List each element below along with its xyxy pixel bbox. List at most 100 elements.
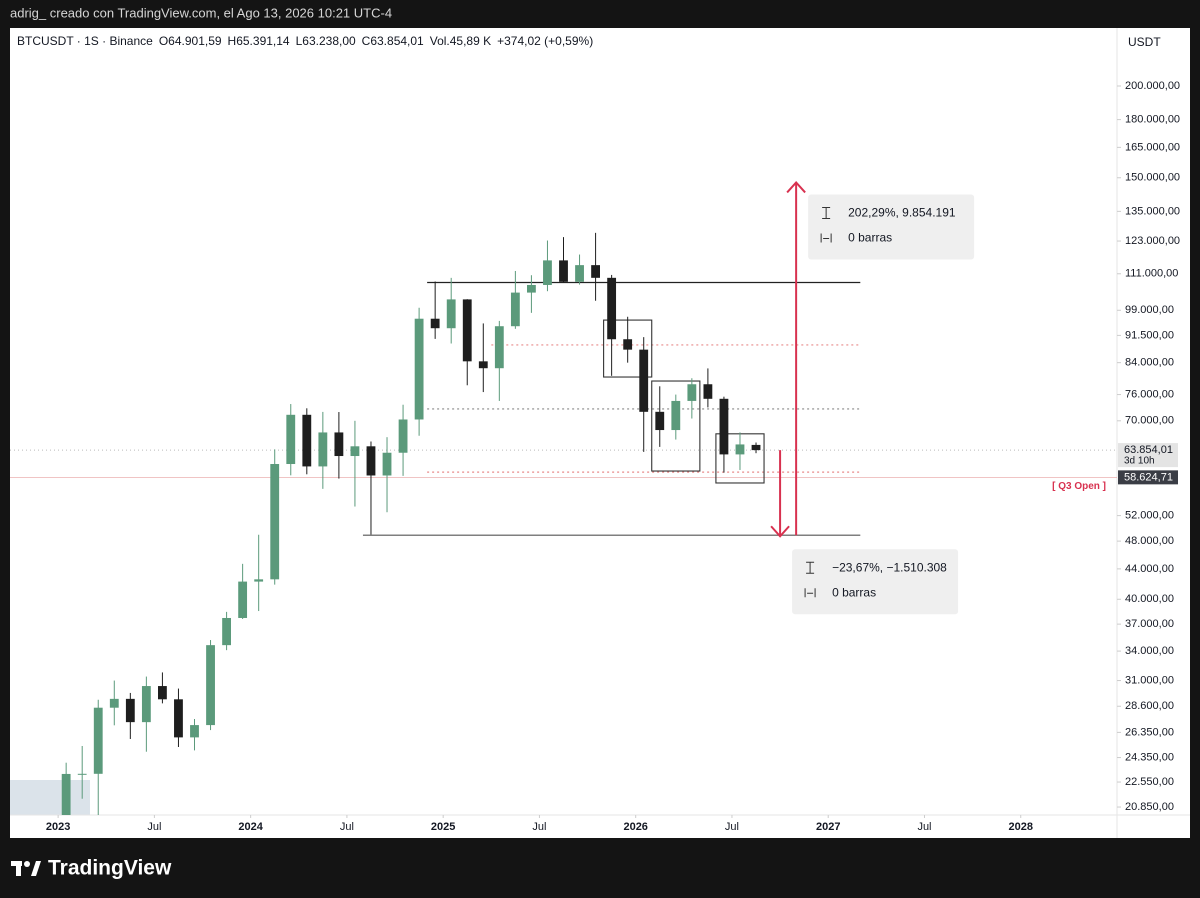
candle-body <box>109 698 119 708</box>
candle-body <box>478 361 488 369</box>
range-icon <box>806 561 815 574</box>
candle-body <box>575 265 584 282</box>
arrow-head <box>786 180 806 194</box>
candle-body <box>735 444 745 455</box>
candle-body <box>382 452 392 476</box>
y-tick-label: 26.350,00 <box>1125 726 1174 738</box>
candle-body <box>77 773 87 775</box>
x-tick-label: Jul <box>725 821 739 833</box>
range-box <box>651 380 701 472</box>
candle-body <box>510 292 520 327</box>
x-tick-label: 2028 <box>1008 821 1032 833</box>
y-tick-label: 48.000,00 <box>1125 535 1174 547</box>
y-tick-label: 40.000,00 <box>1125 593 1174 605</box>
candle-body <box>559 260 568 282</box>
candle-body <box>398 419 408 453</box>
ohlc-value: L63.238,00 <box>296 34 356 48</box>
x-tick-label: Jul <box>532 821 546 833</box>
x-tick-label: Jul <box>340 821 354 833</box>
measure-change: −23,67%, −1.510.308 <box>832 560 947 574</box>
y-tick-label: 70.000,00 <box>1125 415 1174 427</box>
y-tick-label: 123.000,00 <box>1125 235 1180 247</box>
session-open-note: [ Q3 Open ] <box>1052 481 1106 492</box>
arrow-head <box>770 525 790 538</box>
y-tick-label: 76.000,00 <box>1125 388 1174 400</box>
candle-body <box>350 446 360 457</box>
candle-body <box>543 260 552 285</box>
y-tick-label: 24.350,00 <box>1125 751 1174 763</box>
y-tick-label: 20.850,00 <box>1125 801 1174 813</box>
candle-body <box>671 400 681 431</box>
x-tick-label: 2024 <box>238 821 263 833</box>
candle-body <box>366 446 376 476</box>
y-tick-label: 135.000,00 <box>1125 205 1180 217</box>
candle-body <box>494 326 504 369</box>
symbol: BTCUSDT · 1S · Binance <box>17 34 153 48</box>
y-tick-label: 84.000,00 <box>1125 357 1174 369</box>
candle-body <box>206 645 215 726</box>
range-icon <box>822 206 831 219</box>
ohlc-value: Vol.45,89 K <box>430 34 491 48</box>
chart-panel <box>10 28 1190 838</box>
session-open-tag <box>1118 470 1178 485</box>
session-open-label: 58.624,71 <box>1124 471 1173 483</box>
candle-body <box>527 284 536 293</box>
last-price-tag <box>1118 443 1178 468</box>
x-tick-label: 2027 <box>816 821 840 833</box>
y-tick-label: 180.000,00 <box>1125 114 1180 126</box>
currency: USDT <box>1128 35 1161 49</box>
candle-body <box>639 349 649 412</box>
ohlc-value: C63.854,01 <box>362 34 424 48</box>
measure-bars: 0 barras <box>832 585 876 599</box>
x-tick-label: Jul <box>147 821 161 833</box>
y-tick-label: 31.000,00 <box>1125 674 1174 686</box>
y-tick-label: 111.000,00 <box>1125 268 1178 280</box>
candle-body <box>190 725 199 738</box>
x-tick-label: 2025 <box>431 821 455 833</box>
candle-body <box>607 277 617 340</box>
y-tick-label: 34.000,00 <box>1125 645 1174 657</box>
y-tick-label: 150.000,00 <box>1125 172 1180 184</box>
y-tick-label: 165.000,00 <box>1125 141 1180 153</box>
candle-body <box>623 339 633 350</box>
y-tick-label: 22.550,00 <box>1125 776 1174 788</box>
candle-body <box>414 318 424 420</box>
y-tick-label: 200.000,00 <box>1125 80 1180 92</box>
candle-body <box>141 686 151 723</box>
last-price-label: 63.854,01 <box>1124 444 1173 456</box>
y-tick-label: 44.000,00 <box>1125 563 1174 575</box>
bars-icon <box>820 233 832 243</box>
candle-body <box>286 414 296 465</box>
candle-body <box>238 581 248 618</box>
candle-body <box>446 299 456 329</box>
measure-change: 202,29%, 9.854.191 <box>848 206 956 220</box>
candle-body <box>254 579 264 582</box>
candle-body <box>655 411 665 431</box>
candle-body <box>687 384 697 401</box>
candle-body <box>318 432 328 467</box>
y-tick-label: 99.000,00 <box>1125 304 1174 316</box>
ohlc-value: O64.901,59 <box>159 34 222 48</box>
credit: adrig_ creado con TradingView.com, el Ag… <box>10 5 392 20</box>
measure-label-box <box>808 194 975 260</box>
y-tick-label: 52.000,00 <box>1125 510 1174 522</box>
y-tick-label: 37.000,00 <box>1125 618 1174 630</box>
y-tick-label: 28.600,00 <box>1125 700 1174 712</box>
candle-body <box>158 686 167 700</box>
x-tick-label: Jul <box>917 821 931 833</box>
candle-body <box>93 707 103 774</box>
bars-icon <box>804 588 816 598</box>
candle-body <box>302 414 312 467</box>
ohlc-value: +374,02 (+0,59%) <box>497 34 593 48</box>
countdown: 3d 10h <box>1124 456 1155 467</box>
tradingview-logo <box>11 861 41 876</box>
y-tick-label: 91.500,00 <box>1125 329 1174 341</box>
x-tick-label: 2023 <box>46 821 70 833</box>
candle-body <box>270 464 280 580</box>
candle-body <box>430 318 440 329</box>
candle-body <box>174 699 183 738</box>
candle-body <box>751 444 761 451</box>
candle-body <box>61 773 71 815</box>
plot-area <box>10 232 1117 815</box>
